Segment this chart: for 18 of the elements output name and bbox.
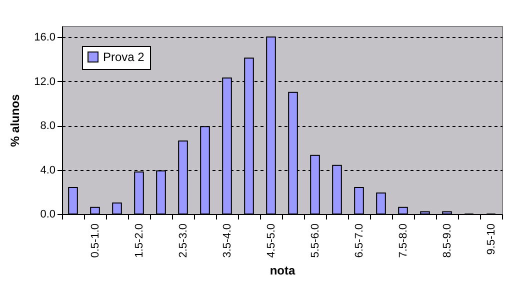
x-tick-label: 8.5-9.0 xyxy=(442,224,454,258)
x-axis-title: nota xyxy=(270,264,296,278)
x-tick-label: 1.5-2.0 xyxy=(134,224,146,258)
y-tick-label: 12.0 xyxy=(34,76,56,88)
y-tick-label: 8.0 xyxy=(40,120,56,132)
x-tick-label: 0.5-1.0 xyxy=(90,224,102,258)
x-tick-label: 9.5-10 xyxy=(486,224,498,255)
x-tick-label: 7.5-8.0 xyxy=(398,224,410,258)
x-tick-label: 2.5-3.0 xyxy=(178,224,190,258)
x-tick-label: 3.5-4.0 xyxy=(222,224,234,258)
legend-label: Prova 2 xyxy=(103,50,145,64)
y-tick-label: 4.0 xyxy=(40,164,56,176)
y-tick-label: 16.0 xyxy=(34,32,56,44)
y-tick-label: 0.0 xyxy=(40,208,56,220)
x-tick-label: 6.5-7.0 xyxy=(354,224,366,258)
x-tick-label: 5.5-6.0 xyxy=(310,224,322,258)
y-axis-title: % alunos xyxy=(8,94,22,147)
x-tick-label: 4.5-5.0 xyxy=(266,224,278,258)
